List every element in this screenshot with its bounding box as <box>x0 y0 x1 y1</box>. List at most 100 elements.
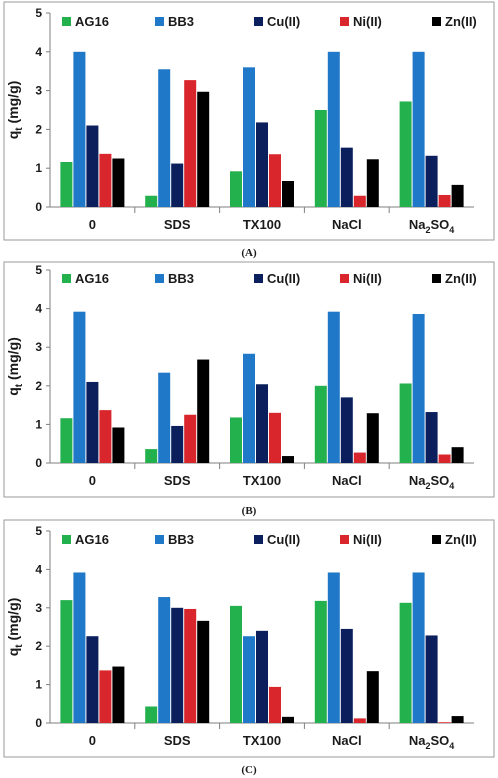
x-tick-label-subscript: 4 <box>449 481 454 491</box>
bar-niii-nacl <box>353 452 366 463</box>
x-tick-label: TX100 <box>243 473 281 488</box>
x-tick-label-part: TX100 <box>243 473 281 488</box>
bar-cuii-tx100 <box>256 122 268 207</box>
legend-label: Zn(II) <box>445 14 477 29</box>
y-tick-label: 4 <box>35 562 42 576</box>
x-tick-label: SDS <box>164 733 191 748</box>
bar-niii-0 <box>99 153 112 207</box>
x-tick-label: SDS <box>164 217 191 232</box>
x-tick-label-part: Na <box>409 473 426 488</box>
bar-bb3-sds <box>158 372 171 463</box>
x-tick-label-part: SO <box>431 733 450 748</box>
bar-cuii-sds <box>171 607 184 723</box>
bar-bb3-sds <box>158 597 171 723</box>
legend-label: BB3 <box>168 532 194 547</box>
legend-label: Ni(II) <box>353 271 382 286</box>
legend-label: AG16 <box>75 532 109 547</box>
y-axis-label-main: q <box>5 131 21 140</box>
bar-ag16-sds <box>145 195 158 207</box>
bar-cuii-nacl <box>340 397 353 463</box>
x-tick-label: SDS <box>164 473 191 488</box>
y-axis-label-main: q <box>5 648 21 657</box>
bar-niii-sds <box>184 608 197 723</box>
bar-niii-sds <box>184 414 197 463</box>
bar-ag16-sds <box>145 449 158 463</box>
legend-swatch <box>254 274 263 283</box>
y-axis-label-subscript: t <box>14 127 25 131</box>
bar-znii-nacl <box>366 413 379 463</box>
x-tick-label-part: NaCl <box>332 217 362 232</box>
bar-bb3-tx100 <box>243 67 255 207</box>
x-tick-label: Na2SO4 <box>409 217 454 235</box>
bar-znii-tx100 <box>282 716 294 723</box>
y-tick-label: 0 <box>35 200 42 214</box>
x-tick-label: NaCl <box>332 733 362 748</box>
bar-znii-tx100 <box>282 181 294 207</box>
legend-label: Zn(II) <box>445 271 477 286</box>
bar-znii-sds <box>197 620 210 723</box>
x-tick-label-part: 0 <box>89 733 96 748</box>
legend-swatch <box>62 274 71 283</box>
legend-label: AG16 <box>75 271 109 286</box>
y-tick-label: 3 <box>35 601 42 615</box>
bar-ag16-nacl <box>314 600 327 723</box>
legend-swatch <box>432 535 441 544</box>
legend-swatch <box>155 274 164 283</box>
bar-cuii-na2so4 <box>425 412 438 463</box>
y-axis-label-subscript: t <box>14 644 25 648</box>
y-tick-label: 3 <box>35 84 42 98</box>
bar-cuii-tx100 <box>256 384 268 463</box>
bar-cuii-na2so4 <box>425 635 438 723</box>
bar-ag16-0 <box>60 161 73 207</box>
x-tick-label-subscript: 4 <box>449 225 454 235</box>
x-tick-label: Na2SO4 <box>409 473 454 491</box>
legend-label: BB3 <box>168 271 194 286</box>
bar-bb3-na2so4 <box>412 314 425 463</box>
bar-niii-nacl <box>353 195 366 207</box>
y-tick-label: 4 <box>35 302 42 316</box>
bar-cuii-nacl <box>340 147 353 207</box>
bar-niii-0 <box>99 670 112 723</box>
x-tick-label-part: Na <box>409 217 426 232</box>
bar-znii-0 <box>112 427 125 463</box>
legend-swatch <box>254 535 263 544</box>
bar-niii-0 <box>99 410 112 463</box>
y-axis-label-unit: (mg/g) <box>5 81 21 128</box>
y-tick-label: 5 <box>35 524 42 538</box>
y-tick-label: 4 <box>35 45 42 59</box>
y-axis-label: qt (mg/g) <box>5 337 25 396</box>
bar-ag16-tx100 <box>230 171 242 207</box>
legend-swatch <box>340 274 349 283</box>
bar-cuii-sds <box>171 425 184 463</box>
legend-swatch <box>62 535 71 544</box>
bar-ag16-0 <box>60 418 73 463</box>
legend-swatch <box>340 17 349 26</box>
bar-cuii-0 <box>86 381 99 463</box>
bar-cuii-nacl <box>340 628 353 723</box>
bar-niii-na2so4 <box>438 454 451 463</box>
legend-swatch <box>155 17 164 26</box>
bar-cuii-sds <box>171 163 184 207</box>
bar-niii-tx100 <box>269 686 281 723</box>
bar-bb3-nacl <box>327 51 340 207</box>
legend-label: Cu(II) <box>267 532 300 547</box>
bar-ag16-sds <box>145 706 158 723</box>
bar-cuii-na2so4 <box>425 155 438 207</box>
bar-bb3-na2so4 <box>412 51 425 207</box>
legend-swatch <box>254 17 263 26</box>
x-tick-label-part: TX100 <box>243 217 281 232</box>
legend-label: Cu(II) <box>267 14 300 29</box>
legend-swatch <box>340 535 349 544</box>
y-tick-label: 1 <box>35 417 42 431</box>
x-tick-label-part: NaCl <box>332 733 362 748</box>
legend-swatch <box>432 274 441 283</box>
bar-ag16-tx100 <box>230 417 242 463</box>
legend-label: BB3 <box>168 14 194 29</box>
bar-znii-sds <box>197 91 210 207</box>
y-tick-label: 2 <box>35 639 42 653</box>
bar-bb3-na2so4 <box>412 572 425 723</box>
bar-niii-tx100 <box>269 154 281 207</box>
bar-niii-na2so4 <box>438 194 451 207</box>
bar-bb3-sds <box>158 69 171 207</box>
